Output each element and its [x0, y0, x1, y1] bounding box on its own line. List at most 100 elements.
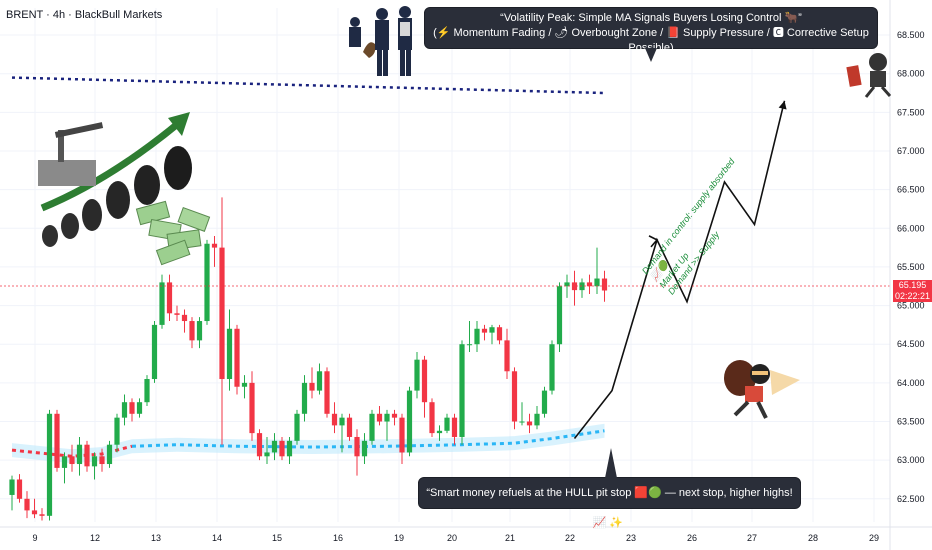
candle-body	[444, 417, 450, 431]
candle-body	[279, 440, 285, 457]
candle	[579, 278, 585, 298]
candle-body	[249, 382, 255, 434]
candle-body	[376, 413, 383, 422]
candle-body	[271, 440, 278, 453]
resistance-line	[11, 76, 605, 95]
candle-body	[526, 421, 533, 426]
candle	[144, 375, 150, 407]
candle-body	[586, 282, 593, 287]
candle-body	[189, 321, 195, 341]
candle	[496, 324, 503, 345]
candle	[249, 371, 255, 441]
candle	[376, 406, 383, 426]
candle-body	[384, 413, 390, 422]
candle	[436, 425, 443, 441]
candlestick-series	[9, 197, 608, 521]
candle-body	[159, 282, 165, 325]
candle	[556, 282, 563, 352]
x-tick-label: 9	[32, 533, 37, 543]
candle-body	[136, 402, 143, 414]
candle	[91, 452, 98, 480]
candle	[136, 398, 143, 418]
candle	[16, 474, 23, 503]
candle	[99, 448, 105, 472]
candle-body	[129, 402, 135, 414]
y-tick-label: 64.500	[897, 339, 925, 349]
y-tick-label: 67.000	[897, 146, 925, 156]
candle	[421, 355, 428, 418]
candle-body	[339, 417, 345, 426]
candle-body	[234, 328, 240, 387]
candle-body	[31, 510, 38, 515]
candle	[76, 436, 83, 476]
candle	[31, 498, 38, 519]
x-tick-label: 28	[808, 533, 818, 543]
candle-body	[489, 327, 495, 333]
candle	[226, 309, 233, 391]
candle	[459, 340, 465, 445]
candle	[204, 239, 210, 325]
candle-body	[99, 456, 105, 465]
y-tick-label: 63.500	[897, 417, 925, 427]
candle-body	[391, 413, 398, 418]
candle-body	[399, 417, 405, 453]
candle-body	[196, 321, 203, 341]
candle-body	[429, 402, 435, 434]
x-tick-label: 21	[505, 533, 515, 543]
volatility-callout: “Volatility Peak: Simple MA Signals Buye…	[424, 7, 878, 62]
price-axis[interactable]: 62.500 63.000 63.500 64.000 64.500 65.000 65.5…	[889, 0, 925, 550]
candle	[481, 324, 488, 341]
candle	[294, 409, 300, 445]
candle	[189, 317, 195, 349]
candle-body	[556, 286, 563, 345]
candle	[429, 398, 435, 437]
candle-body	[324, 371, 330, 414]
candle	[361, 433, 368, 465]
callout-pointer	[645, 48, 657, 62]
y-tick-label: 67.500	[897, 107, 925, 117]
candle	[46, 409, 53, 521]
candle	[69, 444, 75, 472]
candle	[391, 409, 398, 426]
candle-body	[601, 278, 608, 291]
candle-body	[204, 243, 210, 322]
candle	[414, 351, 420, 399]
candle-body	[481, 328, 488, 333]
candle	[174, 305, 180, 322]
candle-body	[466, 344, 473, 346]
candle	[519, 402, 525, 426]
candle-body	[541, 390, 548, 414]
y-tick-label: 66.500	[897, 185, 925, 195]
y-tick-label: 66.000	[897, 223, 925, 233]
candle-body	[256, 433, 263, 457]
candle	[526, 413, 533, 434]
hull-line-bullish	[131, 429, 605, 449]
candle-body	[69, 456, 75, 465]
candle	[241, 375, 248, 399]
projection-path	[573, 100, 787, 440]
y-tick-label: 65.500	[897, 262, 925, 272]
candle	[211, 236, 218, 267]
candle-body	[144, 379, 150, 403]
candle	[264, 436, 270, 465]
candle-body	[106, 444, 113, 465]
candle	[196, 317, 203, 349]
candle-body	[151, 324, 158, 380]
candle-body	[346, 417, 353, 437]
candle-body	[534, 413, 540, 426]
candle-body	[331, 413, 338, 426]
candle-body	[301, 382, 308, 414]
y-tick-label: 68.000	[897, 69, 925, 79]
candle	[39, 508, 45, 521]
police-officers-illustration	[349, 6, 412, 76]
candle-body	[436, 430, 443, 434]
symbol-header[interactable]: BRENT · 4h · BlackBull Markets	[6, 9, 163, 21]
oil-barrels-illustration	[38, 112, 211, 266]
candle	[279, 436, 285, 461]
time-axis[interactable]: 9 12 13 14 15 16 19 20 21 22 23 26 27 28 29	[0, 526, 932, 543]
candle	[129, 398, 135, 422]
candle-body	[219, 247, 225, 380]
candle-body	[294, 413, 300, 441]
x-tick-label: 12	[90, 533, 100, 543]
